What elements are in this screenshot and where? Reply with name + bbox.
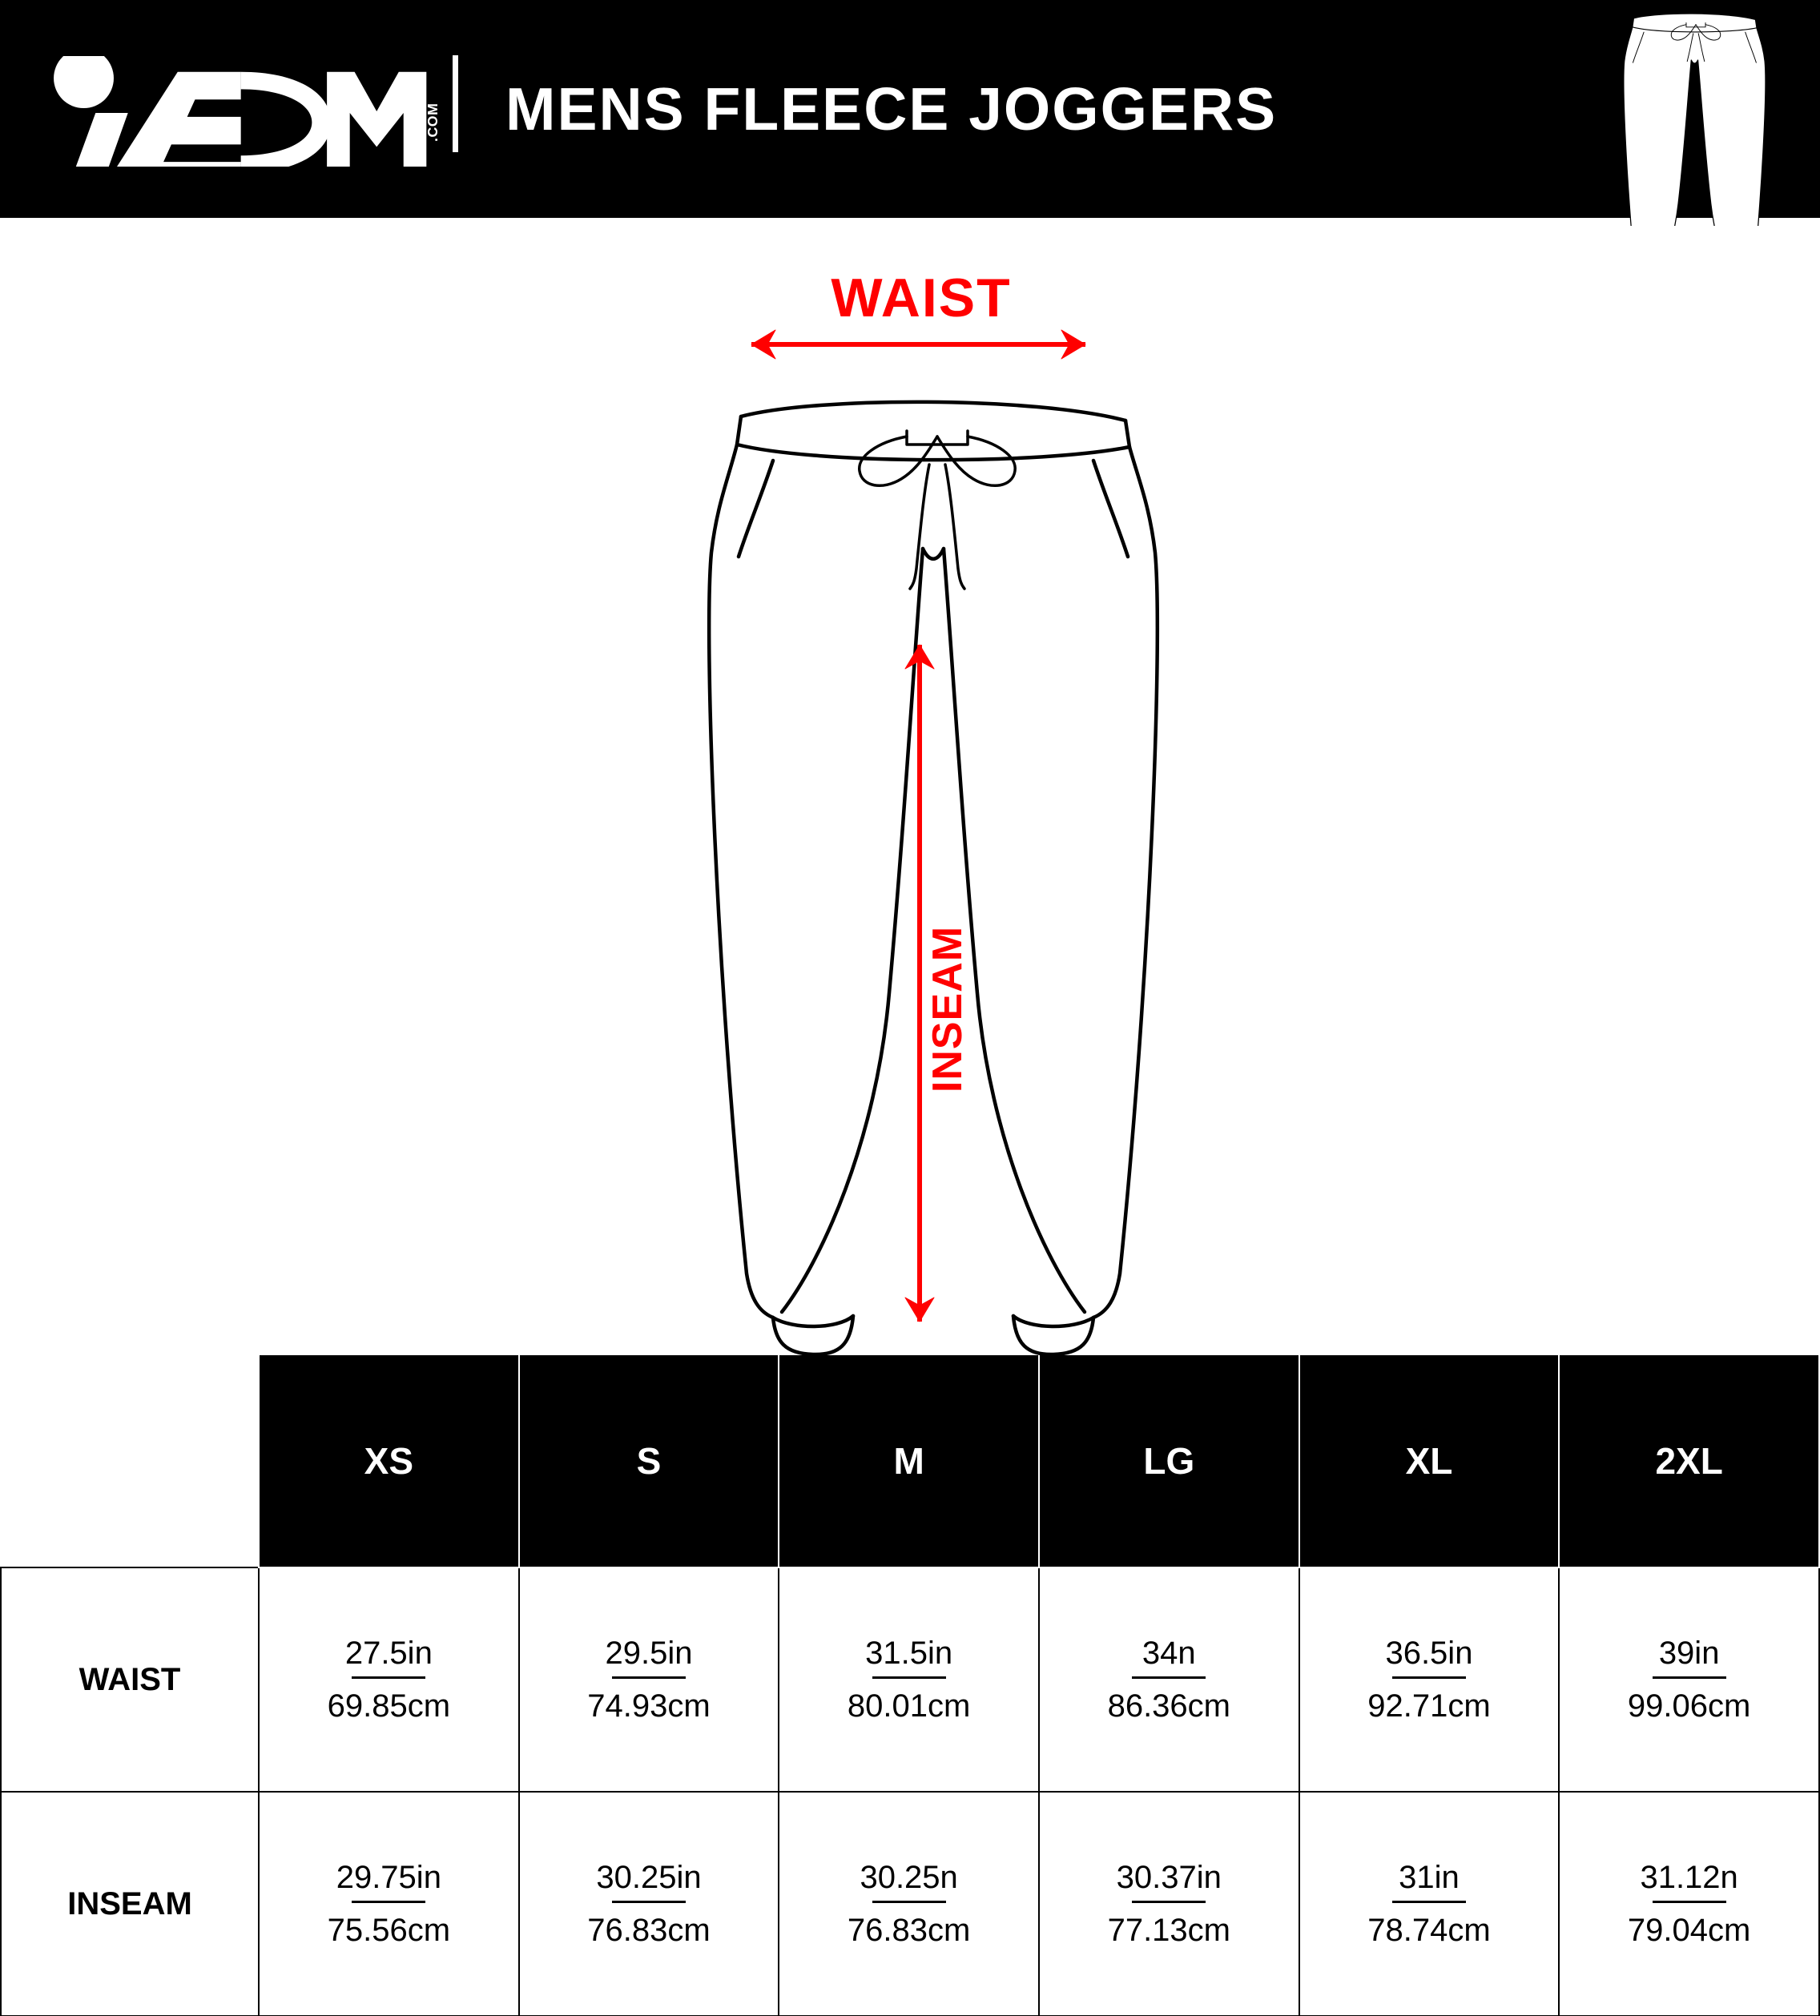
svg-text:WAIST: WAIST xyxy=(831,268,1011,328)
svg-text:.COM: .COM xyxy=(425,103,441,142)
svg-text:INSEAM: INSEAM xyxy=(924,926,971,1093)
